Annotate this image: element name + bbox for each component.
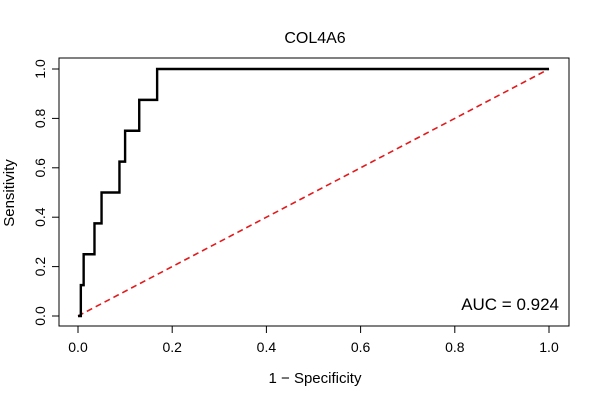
auc-annotation: AUC = 0.924 (461, 295, 559, 314)
reference-diagonal-line (77, 68, 550, 317)
x-tick-label: 0.2 (162, 339, 182, 355)
y-tick-label: 0.2 (32, 257, 48, 277)
x-axis-label: 1 − Specificity (269, 370, 362, 387)
y-tick-label: 0.0 (32, 306, 48, 326)
y-axis: 0.0 0.2 0.4 0.6 0.8 1.0 (32, 59, 60, 326)
y-axis-label: Sensitivity (1, 159, 18, 227)
series-layer (77, 67, 550, 318)
x-tick-label: 0.4 (257, 339, 277, 355)
roc-curve-line (78, 67, 549, 318)
x-tick-label: 0.6 (351, 339, 371, 355)
x-tick-label: 0.0 (68, 339, 88, 355)
x-tick-label: 0.8 (445, 339, 465, 355)
y-tick-label: 0.4 (32, 207, 48, 227)
x-axis: 0.0 0.2 0.4 0.6 0.8 1.0 (68, 325, 559, 355)
x-tick-label: 1.0 (539, 339, 559, 355)
chart-title: COL4A6 (284, 30, 345, 47)
y-tick-label: 1.0 (32, 59, 48, 79)
y-tick-label: 0.8 (32, 108, 48, 128)
y-tick-label: 0.6 (32, 158, 48, 178)
